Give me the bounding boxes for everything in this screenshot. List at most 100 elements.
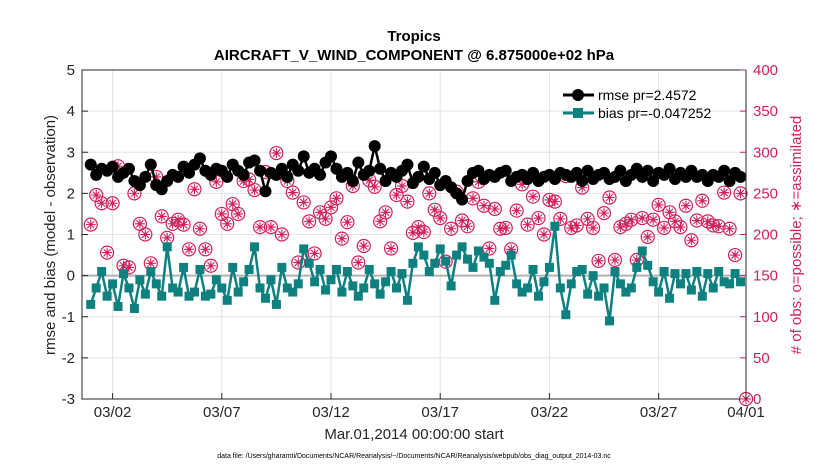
assimilated-obs-marker xyxy=(566,222,577,233)
bias-point xyxy=(397,269,407,279)
bias-point xyxy=(539,277,549,287)
bias-point xyxy=(359,283,369,293)
possible-obs-marker xyxy=(640,229,655,245)
assimilated-obs-marker xyxy=(664,207,675,218)
possible-obs-marker xyxy=(356,238,371,254)
bias-point xyxy=(381,277,391,287)
bias-point xyxy=(555,283,565,293)
bias-point xyxy=(293,279,303,289)
possible-obs-marker xyxy=(307,246,322,261)
possible-obs-marker xyxy=(487,201,502,217)
assimilated-obs-marker xyxy=(353,257,364,268)
assimilated-obs-marker xyxy=(457,215,468,226)
assimilated-obs-marker xyxy=(702,216,713,227)
assimilated-obs-marker xyxy=(298,197,309,208)
rmse-point xyxy=(456,193,469,206)
bias-point xyxy=(643,260,653,270)
bias-point xyxy=(140,289,150,299)
x-tick-label: 03/27 xyxy=(640,404,678,421)
bias-point xyxy=(288,287,298,297)
assimilated-obs-marker xyxy=(680,200,691,211)
assimilated-obs-marker xyxy=(205,260,216,271)
bias-point xyxy=(179,262,189,272)
assimilated-obs-marker xyxy=(255,222,266,233)
assimilated-obs-marker xyxy=(659,222,670,233)
bias-point xyxy=(250,242,260,252)
assimilated-obs-marker xyxy=(719,187,730,198)
bias-point xyxy=(708,283,718,293)
possible-obs-marker xyxy=(416,224,431,240)
bias-point xyxy=(321,285,331,295)
assimilated-obs-marker xyxy=(244,174,255,185)
rmse-point xyxy=(106,160,119,173)
bias-point xyxy=(271,299,281,309)
bias-point xyxy=(566,279,576,289)
assimilated-obs-marker xyxy=(145,258,156,269)
bias-point xyxy=(386,267,396,277)
possible-obs-marker xyxy=(596,206,612,221)
rmse-point xyxy=(663,162,676,175)
x-tick-label: 03/12 xyxy=(312,404,350,421)
bias-point xyxy=(632,262,642,272)
bias-point xyxy=(326,275,336,285)
bias-point xyxy=(501,260,511,270)
bias-point xyxy=(561,310,571,320)
bias-point xyxy=(124,283,134,293)
possible-obs-marker xyxy=(591,253,606,268)
assimilated-obs-marker xyxy=(107,198,118,209)
bias-point xyxy=(659,267,669,277)
y-right-tick-label: 150 xyxy=(753,268,778,285)
bias-point xyxy=(654,287,664,297)
assimilated-obs-marker xyxy=(489,204,500,215)
assimilated-obs-marker xyxy=(637,213,648,224)
y-tick-label: 1 xyxy=(67,227,75,244)
assimilated-obs-marker xyxy=(599,208,610,219)
assimilated-obs-marker xyxy=(484,243,495,254)
bias-point xyxy=(86,299,96,309)
possible-obs-marker xyxy=(624,212,639,227)
rmse-point xyxy=(363,164,376,177)
bias-point xyxy=(626,283,636,293)
possible-obs-marker xyxy=(586,220,601,236)
bias-point xyxy=(260,293,270,303)
rmse-point xyxy=(576,175,589,188)
bias-point xyxy=(675,279,685,289)
bias-point xyxy=(304,258,314,268)
y-tick-label: 3 xyxy=(67,144,75,161)
x-tick-label: 04/01 xyxy=(727,404,765,421)
possible-obs-marker xyxy=(422,186,437,201)
assimilated-obs-marker xyxy=(369,181,380,192)
assimilated-obs-marker xyxy=(315,207,326,218)
possible-obs-marker xyxy=(454,213,470,228)
assimilated-obs-marker xyxy=(249,185,260,196)
possible-obs-marker xyxy=(296,195,311,210)
bias-point xyxy=(206,289,216,299)
assimilated-obs-marker xyxy=(500,222,511,233)
assimilated-obs-marker xyxy=(467,193,478,204)
assimilated-obs-marker xyxy=(615,222,626,233)
bias-point xyxy=(255,283,265,293)
assimilated-obs-marker xyxy=(320,213,331,224)
bias-point xyxy=(392,283,402,293)
rmse-point xyxy=(281,170,294,183)
possible-obs-marker xyxy=(553,211,568,226)
bias-point xyxy=(468,262,478,272)
possible-obs-marker xyxy=(733,186,748,201)
possible-obs-marker xyxy=(651,197,666,212)
assimilated-obs-marker xyxy=(222,218,233,229)
possible-obs-marker xyxy=(83,217,98,232)
possible-obs-marker xyxy=(187,182,202,197)
x-tick-label: 03/07 xyxy=(203,404,241,421)
assimilated-obs-marker xyxy=(446,223,457,234)
assimilated-obs-marker xyxy=(713,221,724,232)
possible-obs-marker xyxy=(536,227,552,242)
bias-point xyxy=(331,264,341,274)
x-tick-label: 03/02 xyxy=(94,404,132,421)
y-right-tick-label: 200 xyxy=(753,227,778,244)
rmse-point xyxy=(499,164,512,177)
assimilated-obs-marker xyxy=(533,213,544,224)
possible-obs-marker xyxy=(727,247,743,263)
x-tick-label: 03/22 xyxy=(531,404,569,421)
rmse-point xyxy=(734,170,747,183)
